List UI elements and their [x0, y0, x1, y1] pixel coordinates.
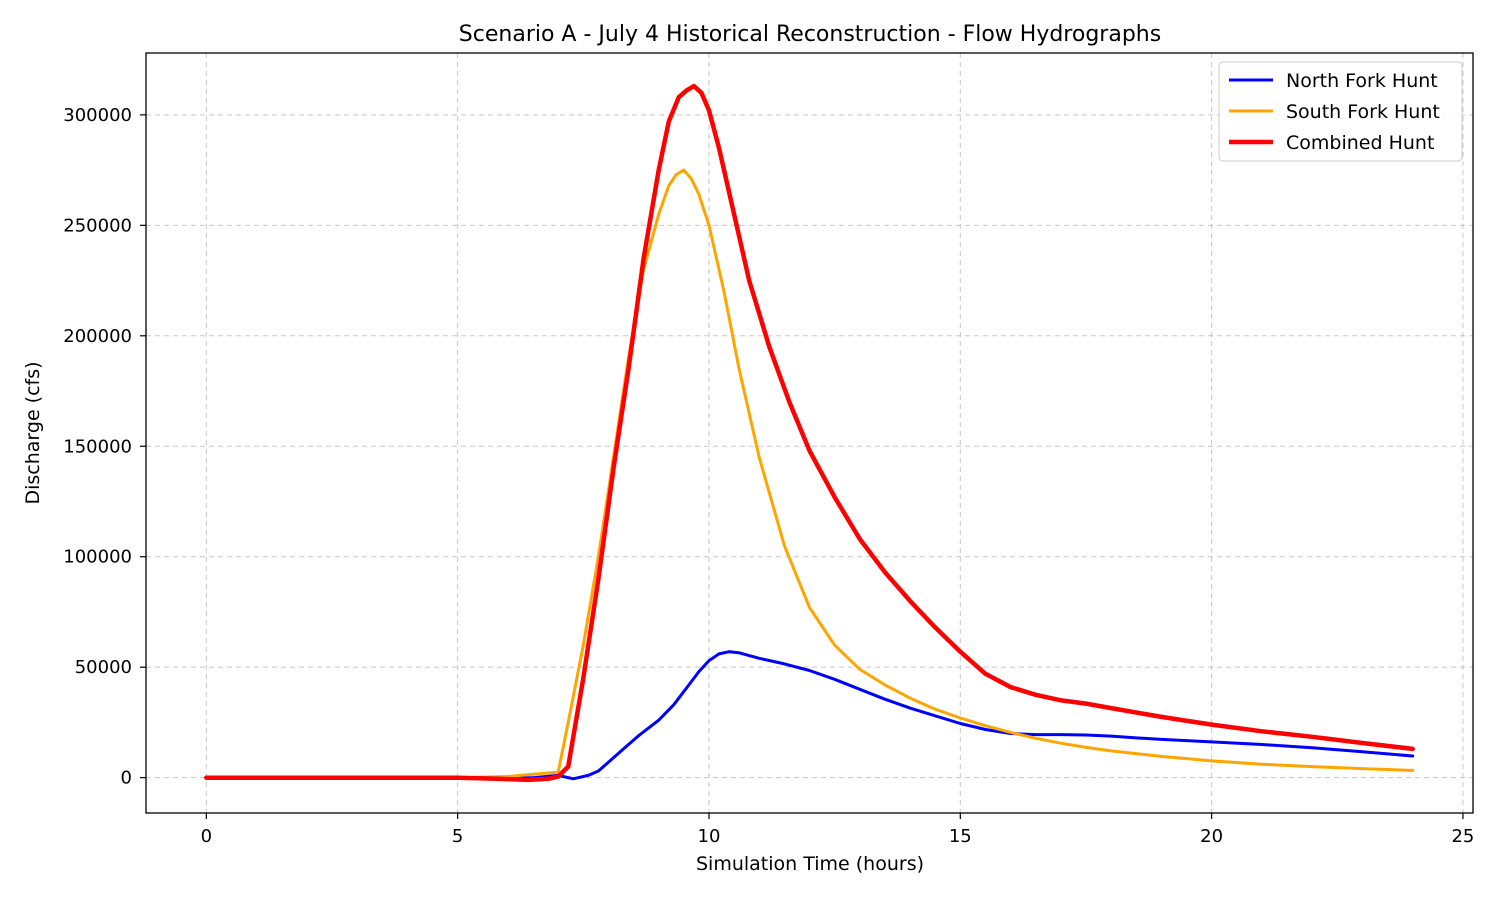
chart-title: Scenario A - July 4 Historical Reconstru…	[459, 22, 1161, 47]
axis-ticks: 0 5 10 15 20 25 0 50000 100000 150000 200000 250000…	[63, 105, 1474, 847]
legend-entry-label: Combined Hunt	[1286, 132, 1434, 154]
x-tick-label: 20	[1200, 826, 1223, 847]
y-tick-label: 300000	[63, 105, 132, 126]
x-tick-label: 0	[201, 826, 212, 847]
plot-frame	[145, 52, 1474, 814]
x-tick-label: 15	[949, 826, 972, 847]
legend-entry-label: South Fork Hunt	[1286, 101, 1440, 123]
y-tick-label: 0	[121, 768, 132, 789]
legend-box	[1218, 61, 1463, 162]
y-tick-label: 100000	[63, 547, 132, 568]
grid-lines	[146, 53, 1473, 813]
y-tick-label: 150000	[63, 436, 132, 457]
series-line-combined-hunt	[204, 83, 1415, 783]
y-axis-label: Discharge (cfs)	[22, 361, 44, 504]
legend-entry-label: North Fork Hunt	[1286, 70, 1438, 92]
y-tick-label: 250000	[63, 215, 132, 236]
x-tick-label: 25	[1451, 826, 1474, 847]
series-lines	[204, 83, 1415, 783]
series-line-north-fork-hunt	[204, 650, 1415, 781]
x-axis-label: Simulation Time (hours)	[696, 853, 924, 875]
x-tick-label: 5	[452, 826, 463, 847]
y-tick-label: 50000	[75, 657, 132, 678]
legend: North Fork Hunt South Fork Hunt Combined H…	[1218, 61, 1463, 162]
series-line-south-fork-hunt	[204, 168, 1415, 780]
x-tick-label: 10	[698, 826, 721, 847]
y-tick-label: 200000	[63, 326, 132, 347]
